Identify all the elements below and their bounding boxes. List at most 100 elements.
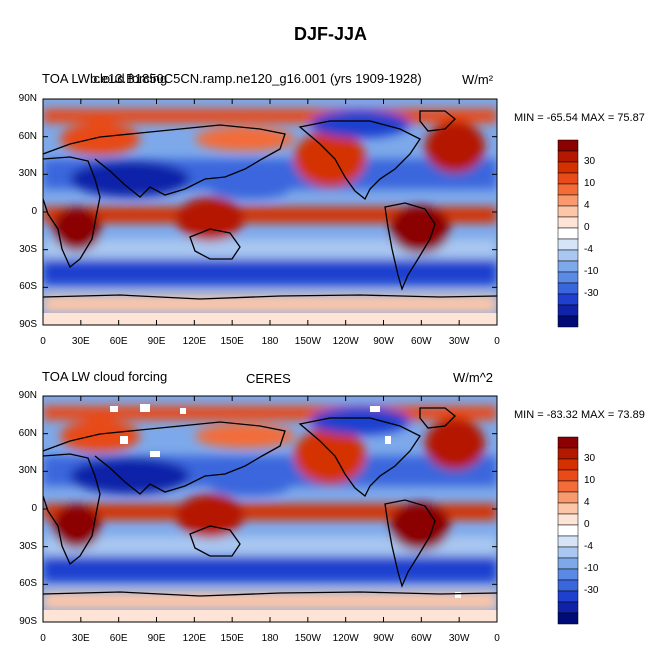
colorbar-swatch: [557, 304, 579, 317]
lon-tick-label: 120E: [182, 633, 206, 644]
colorbar-swatch: [557, 502, 579, 515]
lon-tick-label: 180: [261, 633, 279, 644]
colorbar-swatch: [557, 568, 579, 581]
lat-tick-label: 30S: [19, 243, 37, 255]
colorbar-swatch: [557, 260, 579, 273]
figure-title: DJF-JJA: [293, 24, 368, 44]
colorbar-swatch: [557, 524, 579, 537]
panel2-center-label: CERES: [246, 371, 291, 386]
lon-tick-label: 30W: [448, 633, 470, 644]
colorbar-label: 30: [584, 156, 596, 167]
colorbar-swatch: [557, 491, 579, 504]
lon-tick-label: 0: [40, 633, 46, 644]
colorbar-swatch: [557, 557, 579, 570]
colorbar-swatch: [557, 535, 579, 548]
lat-tick-label: 0: [31, 503, 37, 514]
panel1-center-label: b.e13.B1850C5CN.ramp.ne120_g16.001 (yrs …: [90, 71, 422, 86]
colorbar-swatch: [557, 194, 579, 207]
colorbar-swatch: [557, 172, 579, 185]
lon-tick-label: 0: [40, 336, 46, 347]
colorbar-swatch: [557, 601, 579, 614]
panel2-minmax: MIN = -83.32 MAX = 73.89: [514, 409, 645, 421]
colorbar-swatch: [557, 447, 579, 460]
colorbar-swatch: [557, 249, 579, 262]
lat-tick-label: 90N: [18, 390, 37, 401]
lat-tick-label: 90S: [19, 616, 37, 627]
colorbar-label: 0: [584, 222, 590, 233]
lat-tick-label: 60N: [18, 427, 37, 439]
colorbar-label: -30: [584, 288, 599, 299]
colorbar-label: -4: [584, 541, 593, 552]
panel1-minmax: MIN = -65.54 MAX = 75.87: [514, 112, 645, 124]
colorbar-swatch: [557, 161, 579, 174]
colorbar-label: 4: [584, 200, 590, 211]
colorbar-swatch: [557, 612, 579, 625]
colorbar-swatch: [557, 293, 579, 306]
lon-tick-label: 90E: [147, 633, 166, 644]
panel1-coastlines: [43, 110, 497, 300]
panel2-map: [43, 396, 497, 622]
colorbar-swatch: [557, 271, 579, 284]
panel2-missing-data: [110, 404, 461, 598]
colorbar-swatch: [557, 183, 579, 196]
colorbar-swatch: [557, 513, 579, 526]
colorbar-swatch: [557, 216, 579, 229]
panel1-colorbar: [557, 139, 579, 328]
colorbar-label: 0: [584, 519, 590, 530]
colorbar-swatch: [557, 590, 579, 603]
colorbar-swatch: [557, 238, 579, 251]
colorbar-swatch: [557, 480, 579, 493]
colorbar-label: 10: [584, 178, 596, 189]
lat-tick-label: 90S: [19, 319, 37, 330]
lon-tick-label: 150E: [220, 633, 244, 644]
lon-tick-label: 120W: [332, 633, 359, 644]
lon-tick-label: 150E: [220, 336, 244, 347]
colorbar-label: -10: [584, 563, 599, 574]
lon-tick-label: 90W: [373, 633, 394, 644]
lat-tick-label: 30N: [18, 168, 37, 180]
colorbar-swatch: [557, 150, 579, 163]
lat-tick-label: 90N: [18, 93, 37, 104]
colorbar-swatch: [557, 546, 579, 559]
colorbar-swatch: [557, 227, 579, 240]
lon-tick-label: 120W: [332, 336, 359, 347]
colorbar-label: 30: [584, 453, 596, 464]
lat-tick-label: 60S: [19, 578, 37, 590]
panel2-units: W/m^2: [453, 370, 494, 385]
lon-tick-label: 120E: [182, 336, 206, 347]
colorbar-swatch: [557, 205, 579, 218]
colorbar-swatch: [557, 469, 579, 482]
colorbar-swatch: [557, 139, 579, 152]
panel2-colorbar: [557, 436, 579, 625]
lat-tick-label: 60N: [18, 130, 37, 142]
panel1-units: W/m²: [462, 72, 494, 87]
panel1-map: [43, 99, 497, 325]
lon-tick-label: 150W: [294, 633, 321, 644]
colorbar-label: -30: [584, 585, 599, 596]
lon-tick-label: 180: [261, 336, 279, 347]
colorbar-swatch: [557, 458, 579, 471]
lon-tick-label: 60W: [411, 633, 432, 644]
colorbar-label: 10: [584, 475, 596, 486]
lon-tick-label: 60W: [411, 336, 432, 347]
colorbar-label: -4: [584, 244, 593, 255]
panel2-left-label: TOA LW cloud forcing: [42, 369, 168, 384]
lat-tick-label: 0: [31, 206, 37, 217]
lon-tick-label: 90E: [147, 336, 166, 347]
axis-ticks: [42, 98, 498, 623]
colorbar-label: -10: [584, 266, 599, 277]
lon-tick-label: 90W: [373, 336, 394, 347]
colorbar-swatch: [557, 315, 579, 328]
lat-tick-label: 30N: [18, 465, 37, 477]
lon-tick-label: 60E: [109, 633, 128, 644]
lat-tick-label: 60S: [19, 281, 37, 293]
lon-tick-label: 0: [494, 633, 500, 644]
lon-tick-label: 60E: [109, 336, 128, 347]
lon-tick-label: 30E: [71, 633, 90, 644]
lon-tick-label: 0: [494, 336, 500, 347]
lon-tick-label: 30W: [448, 336, 470, 347]
lat-tick-label: 30S: [19, 540, 37, 552]
colorbar-swatch: [557, 282, 579, 295]
colorbar-label: 4: [584, 497, 590, 508]
